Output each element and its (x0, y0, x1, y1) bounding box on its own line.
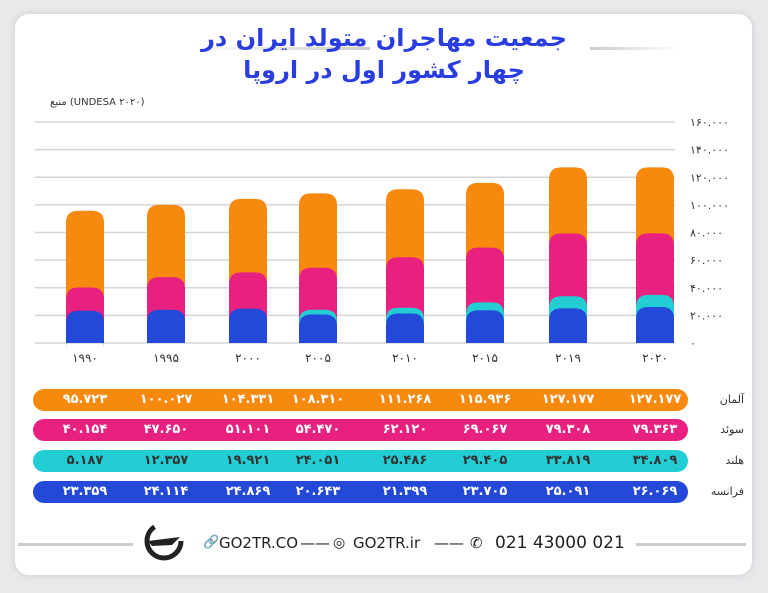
table-cell: ۱۲.۳۵۷ (143, 453, 189, 468)
table-cell: ۱۲۷.۱۷۷ (541, 392, 595, 407)
table-cell: ۲۵.۴۸۶ (382, 453, 428, 468)
y-tick-label: ۴۰.۰۰۰ (690, 282, 723, 295)
table-cell: ۲۱.۳۹۹ (382, 484, 428, 499)
table-cell: ۴۰.۱۵۴ (62, 422, 108, 437)
table-cell: ۱۰۴.۳۳۱ (221, 392, 275, 407)
y-tick-label: ۱۶۰.۰۰۰ (690, 116, 729, 129)
table-cell: ۵.۱۸۷ (66, 453, 104, 468)
footer: 🔗 GO2TR.CO —— ◎ GO2TR.ir —— ✆ 021 43000 … (0, 521, 768, 561)
table-row: ۵.۱۸۷ ۱۲.۳۵۷ ۱۹.۹۲۱ ۲۴.۰۵۱ ۲۵.۴۸۶ ۲۹.۴۰۵ ۳۳.۸۱… (33, 450, 688, 472)
y-tick-label: ۰ (690, 337, 696, 350)
x-tick-label: ۲۰۱۵ (472, 351, 498, 365)
table-cell: ۶۲.۱۲۰ (382, 422, 428, 437)
table-cell: ۷۹.۳۶۳ (632, 422, 678, 437)
row-label: فرانسه (710, 485, 744, 498)
table-row: ۴۰.۱۵۴ ۴۷.۶۵۰ ۵۱.۱۰۱ ۵۴.۴۷۰ ۶۲.۱۲۰ ۶۹.۰۶۷ ۷۹.۳… (33, 419, 688, 441)
footer-divider-left (18, 543, 133, 546)
table-cell: ۲۳.۳۵۹ (62, 484, 108, 499)
table-cell: ۶۹.۰۶۷ (462, 422, 508, 437)
table-cell: ۲۴.۸۶۹ (225, 484, 271, 499)
y-tick-label: ۲۰.۰۰۰ (690, 309, 723, 322)
table-cell: ۱۰۰.۰۲۷ (139, 392, 193, 407)
table-cell: ۳۴.۸۰۹ (632, 453, 678, 468)
y-tick-label: ۶۰.۰۰۰ (690, 254, 723, 267)
table-cell: ۷۹.۳۰۸ (545, 422, 591, 437)
table-cell: ۵۱.۱۰۱ (225, 422, 271, 437)
instagram-icon: ◎ (333, 535, 346, 551)
table-row: ۲۳.۳۵۹ ۲۴.۱۱۴ ۲۴.۸۶۹ ۲۰.۶۴۳ ۲۱.۳۹۹ ۲۳.۷۰۵ ۲۵.۰… (33, 481, 688, 503)
row-label: سوئد (720, 423, 744, 436)
x-tick-label: ۲۰۱۹ (555, 351, 581, 365)
y-tick-label: ۸۰.۰۰۰ (690, 227, 723, 240)
table-cell: ۵۴.۴۷۰ (295, 422, 341, 437)
bar-3 (549, 308, 587, 343)
table-cell: ۲۹.۴۰۵ (462, 453, 508, 468)
table-cell: ۱۲۷.۱۷۷ (628, 392, 682, 407)
instagram-link[interactable]: GO2TR.ir (353, 534, 421, 552)
table-cell: ۲۳.۷۰۵ (462, 484, 508, 499)
table-cell: ۲۵.۰۹۱ (545, 484, 591, 499)
title-divider-right (590, 47, 680, 50)
bar-3 (386, 313, 424, 343)
link-icon: 🔗 (203, 535, 220, 550)
table-cell: ۴۷.۶۵۰ (143, 422, 189, 437)
separator: —— (300, 534, 330, 552)
separator: —— (434, 534, 464, 552)
table-cell: ۳۳.۸۱۹ (545, 453, 591, 468)
table-cell: ۲۰.۶۴۳ (295, 484, 341, 499)
row-label: آلمان (719, 393, 744, 406)
x-tick-label: ۲۰۲۰ (642, 351, 668, 365)
x-tick-label: ۱۹۹۰ (72, 351, 98, 365)
table-cell: ۱۱۱.۲۶۸ (378, 392, 432, 407)
bar-3 (66, 310, 104, 343)
y-tick-label: ۱۴۰.۰۰۰ (690, 144, 729, 157)
phone-number[interactable]: 021 43000 021 (495, 533, 625, 553)
table-cell: ۱۱۵.۹۳۶ (458, 392, 512, 407)
table-cell: ۲۴.۱۱۴ (143, 484, 189, 499)
bar-3 (636, 306, 674, 343)
table-cell: ۹۵.۷۲۳ (62, 392, 108, 407)
row-label: هلند (725, 454, 744, 467)
bar-3 (466, 310, 504, 343)
table-cell: ۱۰۸.۳۱۰ (291, 392, 345, 407)
logo-plane-icon (144, 521, 184, 561)
bar-3 (147, 309, 185, 343)
title-divider-left (190, 47, 370, 50)
source-note: (UNDESA ۲۰۲۰) منبع (50, 97, 145, 108)
bar-chart: ۰ ۲۰.۰۰۰ ۴۰.۰۰۰ ۶۰.۰۰۰ ۸۰.۰۰۰ ۱۰۰.۰۰۰ ۱۲۰.۰۰۰ ۱… (35, 116, 729, 365)
table-cell: ۲۶.۰۶۹ (632, 484, 678, 499)
y-tick-label: ۱۲۰.۰۰۰ (690, 171, 729, 184)
x-tick-label: ۱۹۹۵ (153, 351, 179, 365)
website-link[interactable]: GO2TR.CO (219, 534, 299, 552)
footer-divider-right (636, 543, 746, 546)
x-tick-label: ۲۰۰۵ (305, 351, 331, 365)
x-tick-label: ۲۰۱۰ (392, 351, 418, 365)
table-cell: ۲۴.۰۵۱ (295, 453, 341, 468)
y-tick-label: ۱۰۰.۰۰۰ (690, 199, 729, 212)
bar-3 (299, 314, 337, 343)
table-cell: ۱۹.۹۲۱ (225, 453, 271, 468)
chart-title: جمعیت مهاجران متولد ایران در چهار کشور ا… (201, 24, 567, 84)
x-tick-label: ۲۰۰۰ (235, 351, 261, 365)
table-row: ۹۵.۷۲۳ ۱۰۰.۰۲۷ ۱۰۴.۳۳۱ ۱۰۸.۳۱۰ ۱۱۱.۲۶۸ ۱۱۵.۹۳… (33, 389, 688, 411)
bar-3 (229, 308, 267, 343)
phone-icon: ✆ (470, 534, 483, 552)
